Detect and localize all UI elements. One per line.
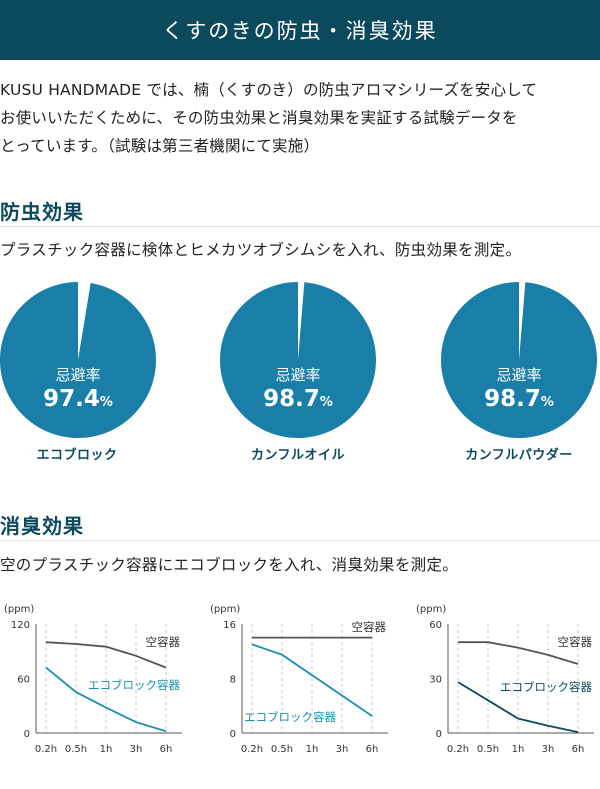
y-unit-label: (ppm)	[416, 604, 446, 615]
x-tick-label: 1h	[512, 744, 525, 755]
pie-value: 97.4%	[0, 386, 156, 412]
pie-value-unit: %	[319, 395, 333, 410]
pie-svg	[0, 282, 156, 438]
x-tick-label: 3h	[130, 744, 143, 755]
pie-value-number: 98.7	[484, 386, 541, 412]
banner-title: くすのきの防虫・消臭効果	[162, 19, 438, 43]
pie-value-number: 98.7	[263, 386, 320, 412]
pie-value-unit: %	[99, 395, 113, 410]
x-tick-label: 0.2h	[241, 744, 263, 755]
y-unit-label: (ppm)	[210, 604, 240, 615]
x-tick-label: 0.5h	[271, 744, 293, 755]
x-tick-label: 6h	[572, 744, 585, 755]
series-line-eco	[45, 666, 167, 733]
x-tick-label: 6h	[160, 744, 173, 755]
series-line-eco	[457, 681, 579, 733]
pie-chart-camphor-oil: 忌避率 98.7%	[220, 282, 376, 438]
pie-label: 忌避率	[496, 366, 542, 384]
pie-chart-camphor-powder: 忌避率 98.7%	[441, 282, 597, 438]
x-tick-label: 0.2h	[447, 744, 469, 755]
pie-caption: カンフルパウダー	[465, 448, 573, 463]
y-tick-label: 0	[230, 729, 236, 740]
pie-svg	[220, 282, 376, 438]
series-label-eco: エコブロック容器	[244, 710, 336, 724]
pie-caption: エコブロック	[36, 448, 118, 463]
pie-chart-ecoblock: 忌避率 97.4%	[0, 282, 156, 438]
y-tick-label: 60	[429, 620, 442, 631]
y-tick-label: 16	[223, 620, 236, 631]
line-chart-2: (ppm) 16 8 0 0.2h 0.5h 1h 3h 6h 空容器エコブロック容器	[206, 596, 396, 770]
deodor-section-title: 消臭効果	[0, 514, 84, 538]
pie-value: 98.7%	[220, 386, 376, 412]
y-tick-label: 0	[436, 729, 442, 740]
line-chart-1: (ppm) 120 60 0 0.2h 0.5h 1h 3h 6h 空容器エコブロック容器	[0, 596, 190, 770]
y-tick-label: 30	[429, 675, 442, 686]
pie-slice-repel	[0, 282, 156, 438]
pie-caption: カンフルオイル	[250, 448, 346, 463]
x-tick-label: 1h	[306, 744, 319, 755]
pie-svg	[441, 282, 597, 438]
y-tick-label: 60	[17, 675, 30, 686]
x-tick-label: 0.5h	[477, 744, 499, 755]
pie-slice-repel	[441, 282, 597, 438]
pie-label: 忌避率	[275, 366, 321, 384]
line-chart-3: (ppm) 60 30 0 0.2h 0.5h 1h 3h 6h 空容器エコブロック容器	[412, 596, 600, 770]
series-label-eco: エコブロック容器	[88, 678, 180, 692]
intro-line: KUSU HANDMADE では、楠（くすのき）の防虫アロマシリーズを安心して	[0, 81, 538, 99]
y-tick-label: 8	[230, 675, 236, 686]
pie-value-number: 97.4	[43, 386, 100, 412]
pie-label: 忌避率	[55, 366, 101, 384]
series-line-empty	[458, 641, 579, 665]
header-banner: くすのきの防虫・消臭効果	[0, 0, 600, 60]
series-line-eco	[251, 643, 373, 717]
y-tick-label: 120	[11, 620, 30, 631]
series-label-eco: エコブロック容器	[500, 680, 592, 694]
series-label-empty: 空容器	[558, 635, 593, 649]
x-tick-label: 0.5h	[65, 744, 87, 755]
pie-value: 98.7%	[441, 386, 597, 412]
y-tick-label: 0	[24, 729, 30, 740]
intro-line: とっています。（試験は第三者機関にて実施）	[0, 137, 320, 155]
deodor-section-description: 空のプラスチック容器にエコブロックを入れ、消臭効果を測定。	[0, 556, 459, 574]
intro-line: お使いいただくために、その防虫効果と消臭効果を実証する試験データを	[0, 109, 518, 127]
section-divider	[0, 226, 600, 227]
series-label-empty: 空容器	[146, 635, 181, 649]
series-line-empty	[45, 641, 167, 669]
x-tick-label: 3h	[542, 744, 555, 755]
series-label-empty: 空容器	[352, 620, 387, 634]
insect-section-title: 防虫効果	[0, 200, 84, 224]
x-tick-label: 3h	[336, 744, 349, 755]
x-tick-label: 0.2h	[35, 744, 57, 755]
pie-slice-repel	[220, 282, 376, 438]
x-tick-label: 1h	[100, 744, 113, 755]
y-unit-label: (ppm)	[4, 604, 34, 615]
insect-section-description: プラスチック容器に検体とヒメカツオブシムシを入れ、防虫効果を測定。	[0, 241, 522, 259]
intro-paragraph: KUSU HANDMADE では、楠（くすのき）の防虫アロマシリーズを安心して …	[0, 76, 600, 160]
section-divider	[0, 540, 600, 541]
pie-value-unit: %	[540, 395, 554, 410]
x-tick-label: 6h	[366, 744, 379, 755]
